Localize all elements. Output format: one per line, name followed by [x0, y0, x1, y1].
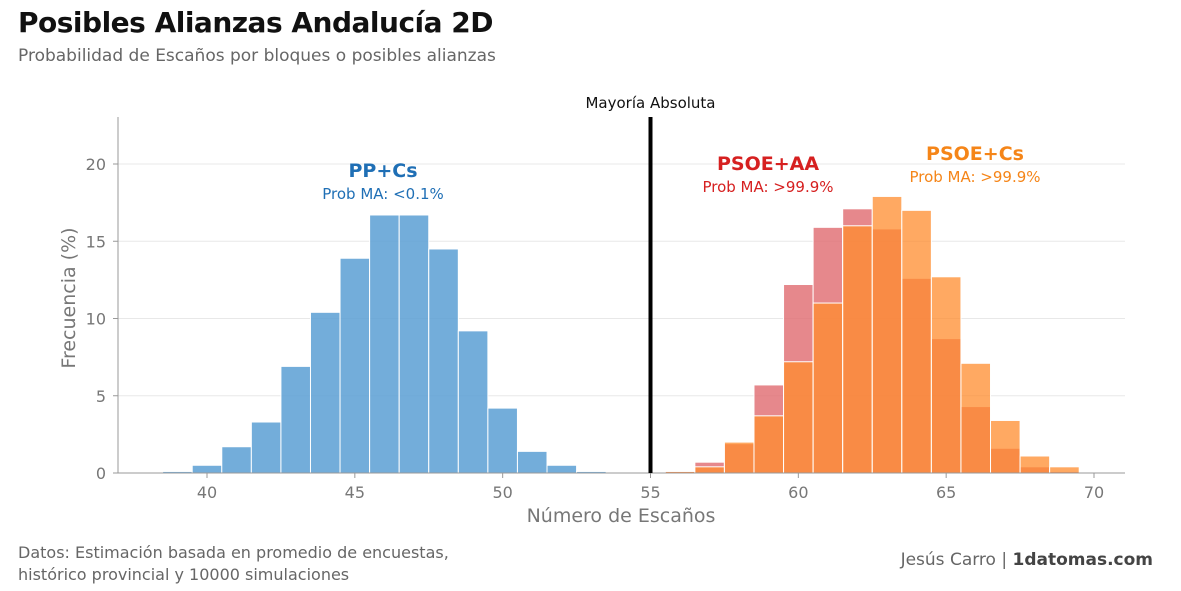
bar: [221, 446, 252, 474]
series-psoe-cs: [664, 195, 1080, 474]
bar: [546, 464, 578, 474]
bar: [723, 441, 755, 474]
author: Jesús Carro: [900, 550, 996, 570]
y-tick-label: 15: [86, 232, 106, 251]
credit: Jesús Carro | 1datomas.com: [901, 550, 1153, 570]
bar: [457, 330, 489, 474]
series-prob-label: Prob MA: >99.9%: [909, 168, 1040, 186]
majority-line-label: Mayoría Absoluta: [585, 94, 715, 112]
bar: [871, 195, 903, 474]
y-tick-label: 20: [86, 155, 106, 174]
series-annotations: PP+Cs Prob MA: <0.1% PSOE+AA Prob MA: >99.9…: [322, 143, 1040, 203]
source-line-1: Datos: Estimación basada en promedio de …: [18, 543, 449, 562]
site-name: 1datomas.com: [1012, 550, 1153, 570]
bars-layer: [162, 195, 1080, 474]
chart-title: Posibles Alianzas Andalucía 2D: [18, 6, 494, 39]
bar: [369, 214, 400, 474]
ticks-layer: 0 5 10 15 20 40 45 50 55 60 65 70: [86, 155, 1105, 502]
x-tick-label: 60: [788, 483, 808, 502]
bar: [309, 311, 341, 474]
series-name-label: PP+Cs: [348, 160, 417, 182]
y-tick-label: 10: [86, 310, 106, 329]
bar: [842, 225, 873, 474]
bar: [901, 209, 932, 474]
source-line-2: histórico provincial y 10000 simulacione…: [18, 565, 350, 584]
bar: [812, 302, 844, 474]
bar: [250, 421, 282, 474]
x-axis-label: Número de Escaños: [527, 505, 716, 527]
series-name-label: PSOE+Cs: [926, 143, 1024, 165]
series-name-label: PSOE+AA: [717, 153, 819, 175]
bar: [783, 361, 814, 474]
majority-line-group: Mayoría Absoluta: [585, 94, 716, 473]
series-prob-label: Prob MA: <0.1%: [322, 185, 444, 203]
y-tick-label: 0: [96, 464, 106, 483]
credit-separator: |: [1001, 550, 1008, 570]
bar: [753, 415, 785, 474]
x-tick-label: 40: [197, 483, 217, 502]
labels-layer: Número de Escaños Frecuencia (%): [58, 227, 715, 527]
bar: [487, 407, 518, 474]
bar: [191, 464, 223, 474]
bar: [280, 365, 311, 474]
bar: [428, 248, 459, 474]
x-tick-label: 50: [492, 483, 512, 502]
series-prob-label: Prob MA: >99.9%: [702, 178, 833, 196]
bar: [516, 450, 548, 474]
bar: [1049, 466, 1080, 474]
bar: [339, 257, 371, 474]
x-tick-label: 55: [640, 483, 660, 502]
bar: [990, 419, 1021, 474]
axes-layer: [117, 117, 1125, 474]
chart-subtitle: Probabilidad de Escaños por bloques o po…: [18, 46, 496, 66]
bar: [960, 362, 992, 474]
bar: [398, 214, 430, 474]
y-tick-label: 5: [96, 387, 106, 406]
y-axis-label: Frecuencia (%): [58, 227, 80, 368]
source-note: Datos: Estimación basada en promedio de …: [18, 542, 449, 586]
grid-lines: [118, 163, 1125, 397]
bar: [930, 276, 962, 474]
bar: [1019, 455, 1051, 474]
x-tick-label: 65: [936, 483, 956, 502]
bar: [694, 466, 725, 474]
series-pp-cs: [162, 214, 607, 474]
x-tick-label: 70: [1084, 483, 1104, 502]
x-tick-label: 45: [345, 483, 365, 502]
